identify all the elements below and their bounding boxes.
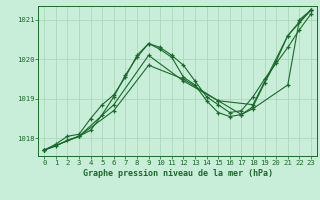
- X-axis label: Graphe pression niveau de la mer (hPa): Graphe pression niveau de la mer (hPa): [83, 169, 273, 178]
